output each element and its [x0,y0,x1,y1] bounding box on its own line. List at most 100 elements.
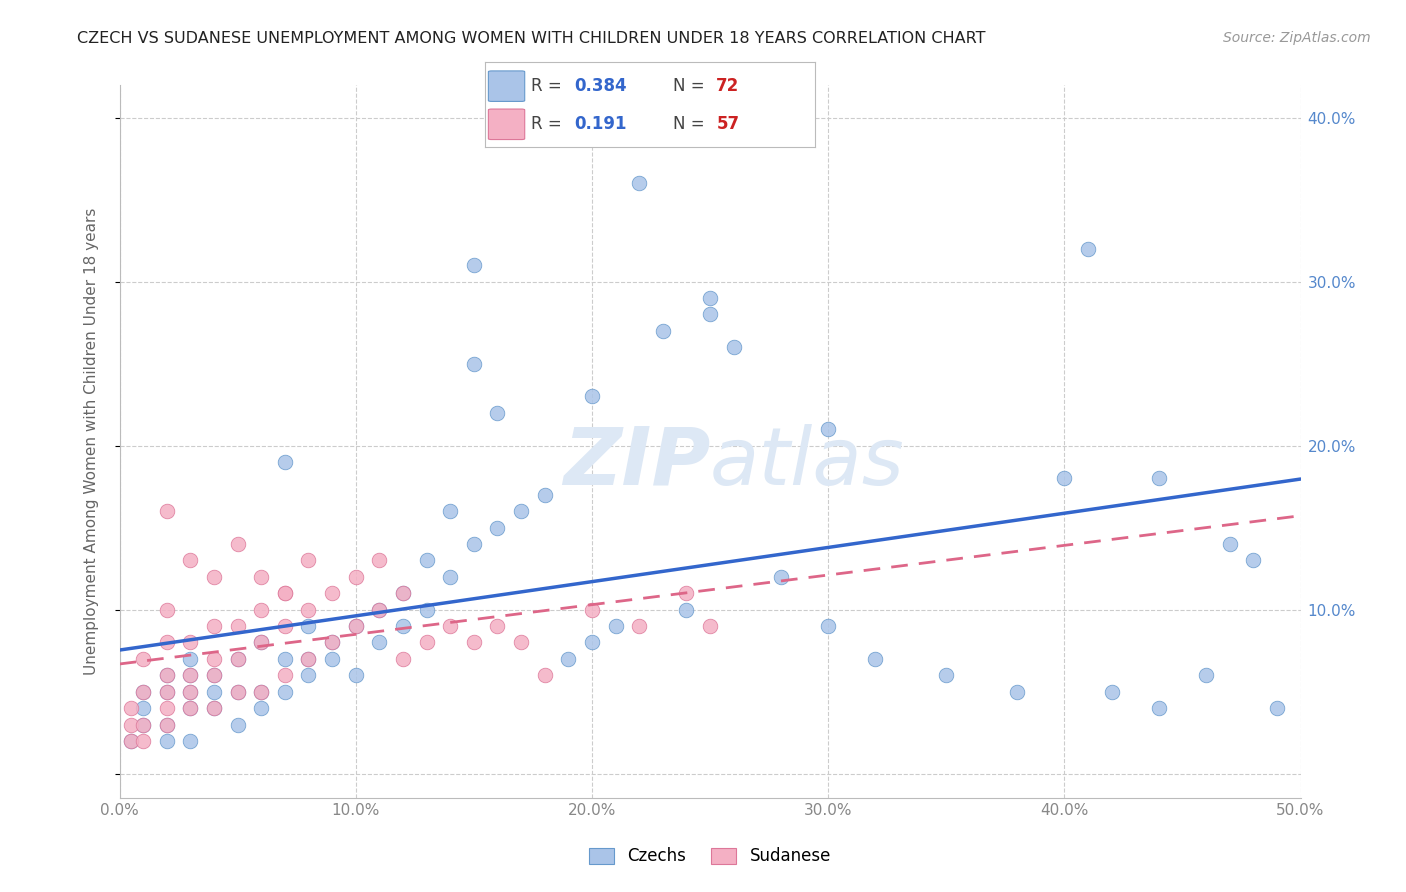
Point [202,619,225,633]
Point [368,603,391,617]
Point [463,635,485,649]
Point [156,668,179,682]
Point [274,668,297,682]
Point [581,635,603,649]
Point [250,684,273,698]
Text: 72: 72 [716,78,740,95]
Point [581,389,603,403]
Point [415,603,437,617]
Point [156,635,179,649]
Point [1101,684,1123,698]
Point [250,635,273,649]
Point [179,734,201,748]
Text: R =: R = [531,78,568,95]
Point [156,684,179,698]
Point [132,717,155,731]
Text: 0.191: 0.191 [574,115,627,133]
Point [156,684,179,698]
Point [202,668,225,682]
Point [156,734,179,748]
Y-axis label: Unemployment Among Women with Children Under 18 years: Unemployment Among Women with Children U… [84,208,98,675]
Point [226,652,249,666]
Point [202,570,225,584]
Point [156,717,179,731]
Point [274,652,297,666]
Text: 0.384: 0.384 [574,78,627,95]
Point [817,422,839,436]
Point [439,504,461,518]
Point [439,570,461,584]
Point [250,701,273,715]
Legend: Czechs, Sudanese: Czechs, Sudanese [582,841,838,872]
Point [179,553,201,567]
Point [1053,471,1076,485]
Point [344,570,367,584]
Point [1219,537,1241,551]
Point [202,701,225,715]
FancyBboxPatch shape [488,71,524,102]
Point [156,717,179,731]
Point [226,652,249,666]
Text: atlas: atlas [710,424,905,502]
Point [179,684,201,698]
Point [769,570,792,584]
Point [120,717,142,731]
Point [392,652,415,666]
Point [605,619,627,633]
Point [179,668,201,682]
Point [297,652,319,666]
Point [344,668,367,682]
Point [321,652,343,666]
Point [321,635,343,649]
Point [368,553,391,567]
Point [202,652,225,666]
Point [392,586,415,600]
Point [202,684,225,698]
Point [533,668,555,682]
Point [250,684,273,698]
Point [510,635,533,649]
Point [132,701,155,715]
Point [463,357,485,371]
Point [120,701,142,715]
Point [817,619,839,633]
Point [581,603,603,617]
Point [250,635,273,649]
Point [132,734,155,748]
FancyBboxPatch shape [488,109,524,139]
Point [274,684,297,698]
Point [1147,701,1170,715]
Point [463,258,485,272]
Point [344,619,367,633]
Point [1077,242,1099,256]
Point [675,586,697,600]
Point [226,619,249,633]
Point [202,668,225,682]
Point [557,652,579,666]
Point [368,635,391,649]
Point [321,635,343,649]
Point [297,619,319,633]
Point [486,619,509,633]
Text: 57: 57 [716,115,740,133]
Point [1241,553,1264,567]
Point [226,537,249,551]
Point [439,619,461,633]
Point [699,619,721,633]
Text: N =: N = [673,78,710,95]
Text: ZIP: ZIP [562,424,710,502]
Point [628,619,651,633]
Point [226,717,249,731]
Point [415,553,437,567]
Text: R =: R = [531,115,572,133]
Point [533,488,555,502]
Point [392,619,415,633]
Point [1265,701,1288,715]
Point [699,307,721,321]
Point [486,521,509,535]
Point [179,684,201,698]
Point [651,324,673,338]
Point [297,553,319,567]
Point [179,701,201,715]
Point [274,586,297,600]
